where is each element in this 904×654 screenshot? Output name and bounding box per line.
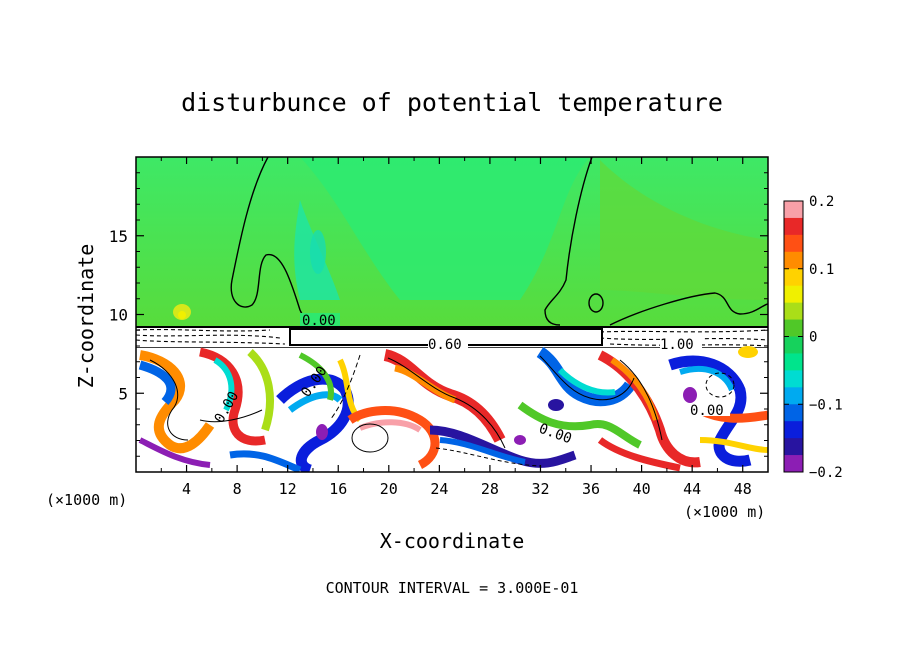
- colorbar-tick-label: −0.1: [809, 397, 843, 413]
- upper-field-patch: [300, 157, 590, 300]
- colorbar-swatch: [784, 353, 803, 371]
- y-tick-label: 5: [118, 384, 128, 403]
- contour-line: [544, 157, 593, 326]
- lower-field: [136, 346, 768, 472]
- colorbar-swatch: [784, 421, 803, 439]
- contour-line: [230, 157, 326, 323]
- contour-line: [609, 292, 768, 326]
- contour-line: [588, 293, 604, 313]
- colorbar-swatch: [784, 302, 803, 321]
- x-unit-label-right: (×1000 m): [684, 503, 765, 521]
- y-tick-label: 15: [109, 227, 128, 246]
- colorbar-ticks: 0.2 0.1 0 −0.1 −0.2: [784, 194, 843, 481]
- colorbar-swatch: [784, 201, 803, 219]
- upper-field-cool-spot: [310, 230, 326, 274]
- x-tick-label: 36: [582, 480, 600, 498]
- colorbar-tick-label: 0.1: [809, 262, 834, 278]
- x-tick-label: 20: [380, 480, 398, 498]
- y-axis-ticks: 5 10 15: [109, 172, 768, 457]
- x-tick-label: 12: [279, 480, 297, 498]
- colorbar-swatch: [784, 251, 803, 270]
- colorbar-swatch: [784, 217, 803, 236]
- x-tick-label: 40: [633, 480, 651, 498]
- x-tick-label: 16: [329, 480, 347, 498]
- x-tick-label: 4: [182, 480, 191, 498]
- x-tick-label: 48: [734, 480, 752, 498]
- contour-interval: CONTOUR INTERVAL = 3.000E-01: [326, 579, 579, 597]
- colorbar-tick-label: 0.2: [809, 194, 834, 210]
- contour-label: 0.00: [302, 313, 336, 329]
- contour-labels: 0.00 0.60 1.00 0.00 0.00 0.00 0.00: [212, 313, 730, 447]
- colorbar-swatch: [784, 438, 803, 456]
- colorbar-swatch: [784, 234, 803, 253]
- y-axis-label: Z-coordinate: [74, 244, 98, 389]
- colorbar-swatch: [784, 387, 803, 405]
- contour-label: 0.00: [690, 403, 724, 419]
- colorbar-swatch: [784, 404, 803, 422]
- contour-label: 0.60: [428, 337, 462, 353]
- colorbar-tick-label: 0: [809, 330, 817, 346]
- x-tick-label: 44: [683, 480, 701, 498]
- x-unit-label: (×1000 m): [46, 491, 127, 509]
- y-tick-label: 10: [109, 306, 128, 325]
- x-axis-label: X-coordinate: [380, 529, 525, 553]
- colorbar-swatch: [784, 455, 803, 473]
- colorbar: [784, 201, 803, 473]
- x-axis-ticks: 4 8 12 16 20 24 28 32 36 40 44 48: [160, 157, 752, 498]
- colorbar-swatch: [784, 319, 803, 337]
- colorbar-swatch: [784, 268, 803, 287]
- band-dashed-contours: [136, 328, 768, 347]
- colorbar-tick-label: −0.2: [809, 465, 843, 481]
- x-tick-label: 28: [481, 480, 499, 498]
- upper-field-warm-spot: [178, 311, 186, 319]
- contour-label: 1.00: [660, 337, 694, 353]
- lower-contours: [149, 354, 735, 467]
- x-tick-label: 8: [233, 480, 242, 498]
- upper-field-patch: [600, 160, 768, 300]
- colorbar-swatch: [784, 336, 803, 354]
- chart-title: disturbunce of potential temperature: [181, 88, 723, 117]
- colorbar-swatch: [784, 370, 803, 388]
- colorbar-swatch: [784, 285, 803, 304]
- x-tick-label: 32: [531, 480, 549, 498]
- plot-area: [136, 157, 768, 472]
- x-tick-label: 24: [430, 480, 448, 498]
